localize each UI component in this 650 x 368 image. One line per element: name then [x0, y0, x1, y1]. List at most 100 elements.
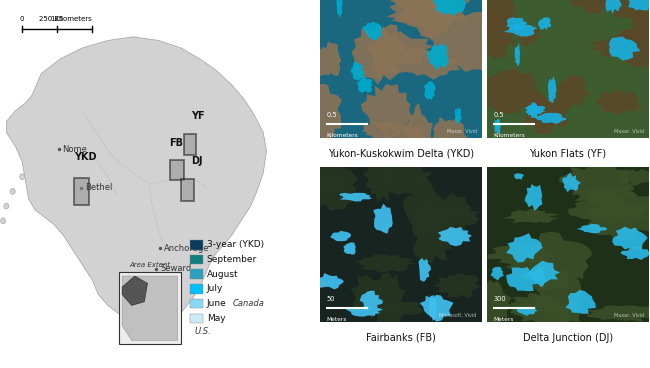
Polygon shape	[404, 175, 439, 241]
Text: Anchorage: Anchorage	[164, 244, 209, 253]
Polygon shape	[619, 18, 650, 69]
Text: 250 Kilometers: 250 Kilometers	[39, 16, 92, 22]
Polygon shape	[606, 0, 622, 14]
Polygon shape	[491, 266, 504, 280]
Polygon shape	[612, 227, 647, 250]
Polygon shape	[559, 162, 634, 201]
Polygon shape	[532, 266, 581, 326]
Polygon shape	[373, 204, 393, 234]
Polygon shape	[402, 103, 433, 146]
Polygon shape	[373, 273, 406, 330]
Text: Delta Junction (DJ): Delta Junction (DJ)	[523, 333, 613, 343]
Text: Kilometers: Kilometers	[326, 133, 358, 138]
Text: Maxar, Vivid: Maxar, Vivid	[447, 128, 477, 133]
Text: Seward: Seward	[160, 264, 192, 273]
Polygon shape	[536, 113, 567, 124]
Polygon shape	[361, 298, 424, 317]
Polygon shape	[533, 266, 546, 287]
Text: Nome: Nome	[62, 145, 87, 153]
Polygon shape	[620, 246, 650, 260]
Bar	[190, 240, 203, 250]
Polygon shape	[632, 13, 650, 28]
Bar	[190, 255, 203, 264]
Polygon shape	[6, 37, 266, 324]
Polygon shape	[554, 75, 590, 110]
Text: DJ: DJ	[191, 156, 202, 166]
Polygon shape	[506, 233, 543, 262]
Polygon shape	[510, 302, 584, 328]
Bar	[190, 269, 203, 279]
Polygon shape	[360, 291, 383, 310]
Text: Area Extent: Area Extent	[129, 262, 170, 268]
Polygon shape	[357, 77, 373, 93]
Text: July: July	[207, 284, 223, 293]
Polygon shape	[419, 258, 431, 282]
Polygon shape	[313, 273, 344, 290]
Text: 300: 300	[493, 296, 506, 302]
Text: YKD: YKD	[74, 152, 96, 162]
Polygon shape	[486, 245, 558, 265]
Bar	[74, 178, 90, 205]
Polygon shape	[312, 160, 358, 211]
Polygon shape	[370, 26, 397, 81]
Polygon shape	[517, 307, 538, 316]
Polygon shape	[479, 280, 512, 329]
Polygon shape	[613, 169, 650, 186]
Text: 0.5: 0.5	[493, 112, 504, 118]
Polygon shape	[354, 254, 417, 272]
Polygon shape	[424, 12, 489, 72]
Text: Canada: Canada	[232, 299, 264, 308]
Circle shape	[1, 218, 6, 224]
Text: YF: YF	[191, 111, 205, 121]
Polygon shape	[428, 216, 456, 237]
Text: June: June	[207, 299, 227, 308]
Text: 3-year (YKD): 3-year (YKD)	[207, 240, 264, 249]
Polygon shape	[538, 17, 551, 30]
Polygon shape	[352, 24, 406, 85]
Polygon shape	[479, 67, 543, 114]
Polygon shape	[479, 0, 518, 39]
Bar	[181, 179, 194, 201]
Text: 50: 50	[326, 296, 335, 302]
Polygon shape	[562, 173, 581, 192]
Polygon shape	[503, 24, 538, 36]
Polygon shape	[343, 243, 356, 255]
Polygon shape	[627, 0, 650, 10]
Polygon shape	[424, 81, 436, 100]
Text: U.S.: U.S.	[194, 327, 211, 336]
Polygon shape	[122, 276, 177, 340]
Text: 125: 125	[51, 16, 64, 22]
Polygon shape	[313, 41, 341, 76]
Polygon shape	[505, 293, 564, 316]
Bar	[190, 284, 203, 294]
Polygon shape	[562, 0, 619, 14]
Text: Yukon Flats (YF): Yukon Flats (YF)	[529, 149, 606, 159]
Text: May: May	[207, 314, 226, 323]
Polygon shape	[386, 0, 461, 27]
Polygon shape	[410, 192, 478, 238]
Polygon shape	[525, 105, 545, 116]
Polygon shape	[346, 307, 383, 316]
Polygon shape	[336, 0, 343, 19]
Polygon shape	[427, 44, 448, 71]
Polygon shape	[609, 36, 641, 60]
Text: Bethel: Bethel	[84, 183, 112, 192]
Polygon shape	[505, 231, 593, 290]
Polygon shape	[389, 0, 471, 38]
Polygon shape	[386, 45, 460, 80]
Polygon shape	[506, 267, 540, 291]
Polygon shape	[572, 185, 636, 206]
Polygon shape	[601, 0, 650, 1]
Bar	[119, 272, 181, 344]
Polygon shape	[362, 121, 402, 142]
Text: Maxar, Vivid: Maxar, Vivid	[614, 128, 644, 133]
Polygon shape	[362, 22, 382, 40]
Polygon shape	[606, 0, 650, 22]
Text: 0: 0	[20, 16, 25, 22]
Polygon shape	[502, 209, 559, 223]
Text: Kilometers: Kilometers	[493, 133, 525, 138]
Text: September: September	[207, 255, 257, 264]
Polygon shape	[369, 160, 434, 195]
Circle shape	[10, 188, 15, 194]
Polygon shape	[433, 0, 466, 15]
